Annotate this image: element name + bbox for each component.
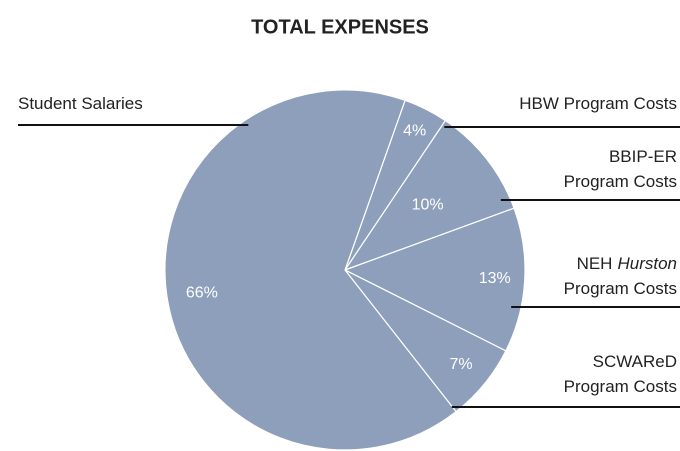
pie-slice (164, 89, 457, 451)
value-label: 10% (412, 196, 444, 213)
label-part: Hurston (617, 254, 677, 273)
category-label: NEH Hurston (577, 254, 677, 273)
category-label: Program Costs (564, 377, 677, 396)
label-part: SCWAReD (593, 352, 677, 371)
value-label: 13% (479, 270, 511, 287)
category-label: Program Costs (564, 172, 677, 191)
label-part: BBIP-ER (609, 147, 677, 166)
category-label: SCWAReD (593, 352, 677, 371)
category-label: HBW Program Costs (519, 94, 677, 113)
label-part: Program Costs (564, 377, 677, 396)
value-label: 7% (450, 356, 473, 373)
label-part: Program Costs (564, 279, 677, 298)
pie-slice (343, 119, 515, 272)
label-part: HBW Program Costs (519, 94, 677, 113)
label-part: Student Salaries (18, 94, 143, 113)
value-label: 4% (403, 123, 426, 140)
label-part: Program Costs (564, 172, 677, 191)
value-label: 66% (186, 285, 218, 302)
label-part: NEH (577, 254, 613, 273)
category-label: BBIP-ER (609, 147, 677, 166)
category-label: Program Costs (564, 279, 677, 298)
chart-title: TOTAL EXPENSES (251, 16, 429, 38)
pie-slice (343, 207, 526, 352)
category-label: Student Salaries (18, 94, 143, 113)
